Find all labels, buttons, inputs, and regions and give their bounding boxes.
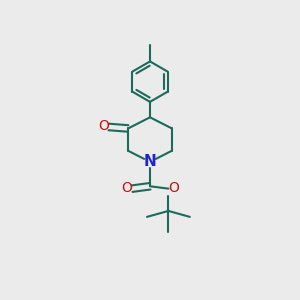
Text: O: O <box>168 181 179 195</box>
Text: O: O <box>122 181 132 195</box>
Text: O: O <box>98 119 109 134</box>
Text: N: N <box>144 154 156 169</box>
